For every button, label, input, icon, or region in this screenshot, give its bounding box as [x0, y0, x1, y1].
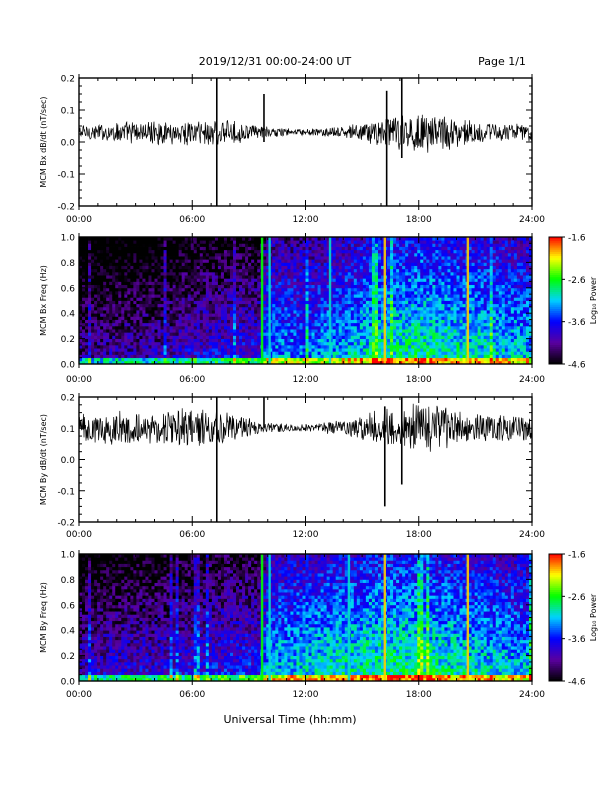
y-tick-label: 0.8 — [61, 259, 76, 269]
x-tick-label: 12:00 — [293, 530, 319, 540]
bx-spectrogram-panel: -1.6 -2.6 -3.6 -4.6 Log₁₀ Power 1.0 0.8 0.6 0.4 0… — [39, 233, 598, 385]
colorbar-label: Log₁₀ Power — [589, 276, 598, 324]
y-tick-label: 0.0 — [61, 139, 76, 149]
y-tick-label: 0.6 — [61, 284, 76, 294]
y-tick-label: 0.2 — [61, 335, 75, 345]
header-date-range: 2019/12/31 00:00-24:00 UT — [199, 55, 352, 68]
event-line-2 — [328, 237, 332, 364]
x-tick-label: 18:00 — [406, 375, 432, 385]
y-axis-label: MCM By Freq (Hz) — [39, 582, 48, 653]
y-tick-label: -0.1 — [57, 487, 75, 497]
colorbar-tick-label: -3.6 — [568, 318, 586, 328]
x-tick-label: 12:00 — [293, 215, 319, 225]
signal-trace — [78, 403, 533, 452]
x-tick-label: 00:00 — [66, 215, 92, 225]
x-tick-label: 18:00 — [406, 530, 432, 540]
x-tick-label: 24:00 — [519, 375, 545, 385]
x-tick-label: 18:00 — [406, 690, 432, 700]
signal-trace — [78, 114, 533, 153]
x-tick-label: 24:00 — [519, 215, 545, 225]
x-tick-label: 24:00 — [519, 530, 545, 540]
event-line-3 — [383, 554, 386, 681]
spectrogram-cells — [79, 554, 533, 682]
y-axis-label: MCM By dB/dt (nT/sec) — [39, 414, 48, 505]
colorbar: -1.6 -2.6 -3.6 -4.6 Log₁₀ Power — [548, 551, 598, 688]
x-tick-label: 18:00 — [406, 215, 432, 225]
colorbar-tick-label: -3.6 — [568, 635, 586, 645]
colorbar-label: Log₁₀ Power — [589, 593, 598, 641]
y-tick-label: 1.0 — [61, 551, 76, 561]
x-tick-label: 00:00 — [66, 375, 92, 385]
y-tick-label: -0.2 — [57, 203, 75, 213]
x-tick-label: 06:00 — [179, 375, 205, 385]
x-tick-label: 12:00 — [293, 690, 319, 700]
x-axis-label: Universal Time (hh:mm) — [224, 713, 357, 726]
by-spectrogram-panel: -1.6 -2.6 -3.6 -4.6 Log₁₀ Power 1.0 0.8 0.6 0.4 0… — [39, 550, 598, 700]
colorbar-tick-label: -4.6 — [568, 678, 586, 688]
y-tick-label: 0.1 — [61, 425, 75, 435]
y-tick-label: 0.0 — [61, 678, 76, 688]
event-line-0 — [260, 237, 264, 364]
by-timeseries-panel: 0.2 0.1 0.0 -0.1 -0.2 MCM By dB/dt (nT/sec) 00… — [39, 393, 545, 540]
x-tick-label: 00:00 — [66, 690, 92, 700]
plot-frame — [78, 396, 533, 523]
y-tick-label: 0.0 — [61, 361, 76, 371]
x-tick-label: 06:00 — [179, 215, 205, 225]
y-tick-label: 0.1 — [61, 107, 75, 117]
event-line-2 — [347, 554, 351, 681]
plot-frame — [78, 77, 533, 207]
event-line-3 — [383, 237, 386, 364]
y-tick-label: 0.2 — [61, 75, 75, 85]
x-tick-label: 06:00 — [179, 530, 205, 540]
colorbar-frame — [548, 236, 563, 365]
y-tick-label: 0.6 — [61, 601, 76, 611]
y-tick-label: -0.2 — [57, 519, 75, 529]
y-tick-label: 0.4 — [61, 310, 76, 320]
event-line-4 — [466, 237, 470, 364]
event-line-0 — [260, 554, 264, 681]
colorbar-tick-label: -4.6 — [568, 361, 586, 371]
x-tick-label: 06:00 — [179, 690, 205, 700]
event-line-1 — [268, 554, 271, 681]
colorbar-tick-label: -1.6 — [568, 234, 586, 244]
y-axis-label: MCM Bx dB/dt (nT/sec) — [39, 96, 48, 187]
header-page: Page 1/1 — [478, 55, 526, 68]
colorbar-frame — [548, 553, 563, 682]
colorbar-tick-label: -2.6 — [568, 593, 586, 603]
y-tick-label: 0.2 — [61, 394, 75, 404]
colorbar: -1.6 -2.6 -3.6 -4.6 Log₁₀ Power — [548, 234, 598, 371]
y-tick-label: 1.0 — [61, 234, 76, 244]
spectrogram-cells — [79, 237, 533, 365]
x-tick-label: 24:00 — [519, 690, 545, 700]
y-axis-label: MCM Bx Freq (Hz) — [39, 265, 48, 336]
y-tick-label: 0.4 — [61, 627, 76, 637]
event-line-4 — [466, 554, 470, 681]
event-line-1 — [268, 237, 271, 364]
y-tick-label: 0.8 — [61, 576, 76, 586]
y-tick-label: 0.2 — [61, 652, 75, 662]
x-tick-label: 12:00 — [293, 375, 319, 385]
colorbar-tick-label: -1.6 — [568, 551, 586, 561]
y-tick-label: -0.1 — [57, 171, 75, 181]
colorbar-tick-label: -2.6 — [568, 276, 586, 286]
bx-timeseries-panel: 0.2 0.1 0.0 -0.1 -0.2 MCM Bx dB/dt (nT/sec) 00… — [39, 74, 545, 225]
y-tick-label: 0.0 — [61, 456, 76, 466]
x-tick-label: 00:00 — [66, 530, 92, 540]
